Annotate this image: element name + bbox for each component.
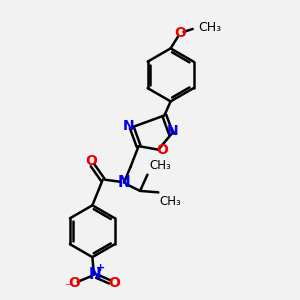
Text: ⁻: ⁻ xyxy=(64,281,72,295)
Text: N: N xyxy=(89,267,101,282)
Text: N: N xyxy=(118,175,130,190)
Text: N: N xyxy=(167,124,179,138)
Text: O: O xyxy=(108,276,120,290)
Text: O: O xyxy=(68,276,80,290)
Text: CH₃: CH₃ xyxy=(199,21,222,34)
Text: +: + xyxy=(96,263,105,273)
Text: O: O xyxy=(85,154,97,168)
Text: CH₃: CH₃ xyxy=(149,159,171,172)
Text: CH₃: CH₃ xyxy=(160,195,182,208)
Text: N: N xyxy=(122,119,134,133)
Text: O: O xyxy=(156,143,168,157)
Text: O: O xyxy=(174,26,186,40)
